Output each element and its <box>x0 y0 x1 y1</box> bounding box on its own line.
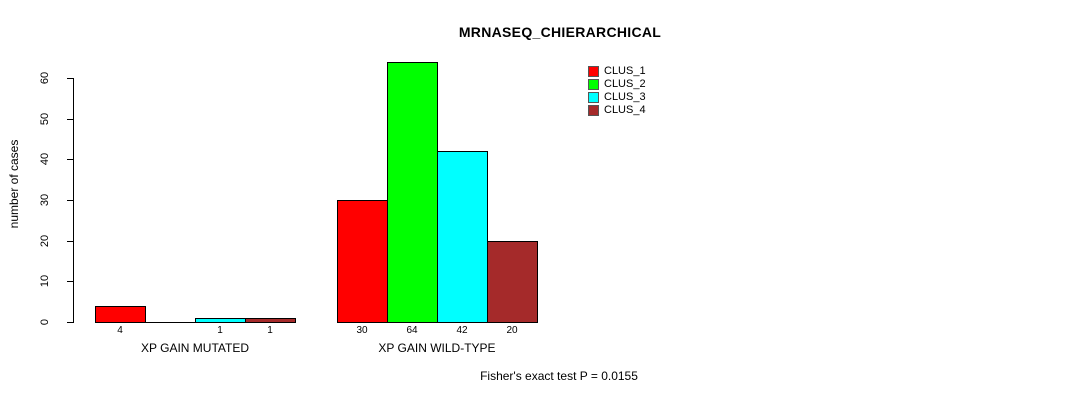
bar-value-label: 64 <box>406 325 418 336</box>
bar-clus_3-2 <box>437 151 488 323</box>
legend-row-clus_4: CLUS_4 <box>588 105 646 116</box>
legend-swatch-clus_1 <box>588 66 599 77</box>
y-tick-label: 20 <box>39 234 51 248</box>
legend-swatch-clus_4 <box>588 105 599 116</box>
bar-value-label: 1 <box>217 325 223 336</box>
y-tick-mark <box>67 241 73 242</box>
bar-clus_2-2 <box>387 62 438 323</box>
y-tick-label: 0 <box>39 318 51 326</box>
y-tick-mark <box>67 281 73 282</box>
y-axis-line <box>73 78 74 323</box>
y-tick-mark <box>67 78 73 79</box>
legend-label: CLUS_2 <box>604 78 646 90</box>
y-tick-mark <box>67 200 73 201</box>
legend-row-clus_1: CLUS_1 <box>588 66 646 77</box>
bar-clus_1-1 <box>95 306 146 323</box>
x-axis-group-label: XP GAIN WILD-TYPE <box>378 341 496 355</box>
bar-value-label: 20 <box>506 325 518 336</box>
legend-label: CLUS_1 <box>604 65 646 77</box>
y-tick-label: 10 <box>39 274 51 288</box>
legend-swatch-clus_2 <box>588 79 599 90</box>
legend-row-clus_3: CLUS_3 <box>588 92 646 103</box>
y-tick-mark <box>67 159 73 160</box>
bar-clus_1-2 <box>337 200 388 323</box>
y-tick-label: 60 <box>39 71 51 85</box>
legend-label: CLUS_4 <box>604 104 646 116</box>
y-tick-label: 40 <box>39 152 51 166</box>
legend-label: CLUS_3 <box>604 91 646 103</box>
y-tick-mark <box>67 119 73 120</box>
x-axis-group-label: XP GAIN MUTATED <box>140 341 249 355</box>
legend-swatch-clus_3 <box>588 92 599 103</box>
bar-value-label: 4 <box>117 325 123 336</box>
y-tick-mark <box>67 322 73 323</box>
y-tick-label: 50 <box>39 112 51 126</box>
bar-clus_4-1 <box>245 318 296 323</box>
bar-value-label: 42 <box>456 325 468 336</box>
caption-fishers-test: Fisher's exact test P = 0.0155 <box>480 369 638 383</box>
bar-clus_4-2 <box>487 241 538 323</box>
bar-clus_3-1 <box>195 318 246 323</box>
y-tick-label: 30 <box>39 193 51 207</box>
bar-value-label: 30 <box>356 325 368 336</box>
chart-title: MRNASEQ_CHIERARCHICAL <box>458 24 662 40</box>
legend: CLUS_1 CLUS_2 CLUS_3 CLUS_4 <box>588 66 646 116</box>
bar-value-label: 1 <box>267 325 273 336</box>
legend-row-clus_2: CLUS_2 <box>588 79 646 90</box>
